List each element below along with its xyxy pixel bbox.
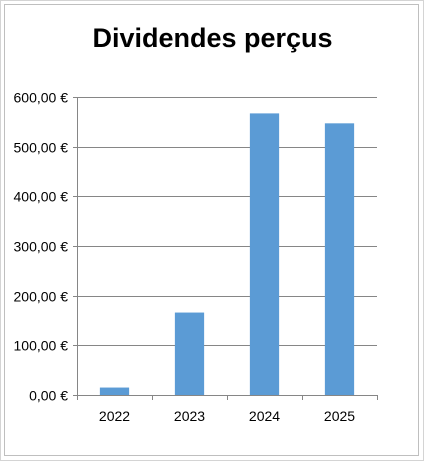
sheet-gridline: [0, 0, 424, 1]
x-tick-label: 2023: [174, 408, 205, 424]
x-tick-label: 2025: [324, 408, 355, 424]
y-tick-label: 600,00 €: [14, 90, 69, 106]
sheet-gridline: [0, 0, 1, 461]
x-tick-label: 2022: [99, 408, 130, 424]
y-tick-label: 0,00 €: [29, 388, 68, 404]
bar-2024[interactable]: [249, 113, 280, 395]
y-tick-label: 100,00 €: [14, 338, 69, 354]
y-tick-label: 400,00 €: [14, 189, 69, 205]
y-tick-label: 300,00 €: [14, 239, 69, 255]
plot-area: 0,00 € 100,00 € 200,00 € 300,00 € 400,00 € 50…: [14, 90, 378, 424]
bar-2023[interactable]: [174, 312, 205, 395]
y-tick-label: 200,00 €: [14, 289, 69, 305]
y-tick-label: 500,00 €: [14, 140, 69, 156]
chart-title: Dividendes perçus: [92, 23, 333, 53]
bar-2022[interactable]: [99, 387, 130, 395]
x-tick-label: 2024: [249, 408, 280, 424]
chart-area[interactable]: Dividendes perçus 0,00 € 100,00 € 200,00 €…: [4, 4, 419, 456]
bar-2025[interactable]: [324, 123, 355, 395]
